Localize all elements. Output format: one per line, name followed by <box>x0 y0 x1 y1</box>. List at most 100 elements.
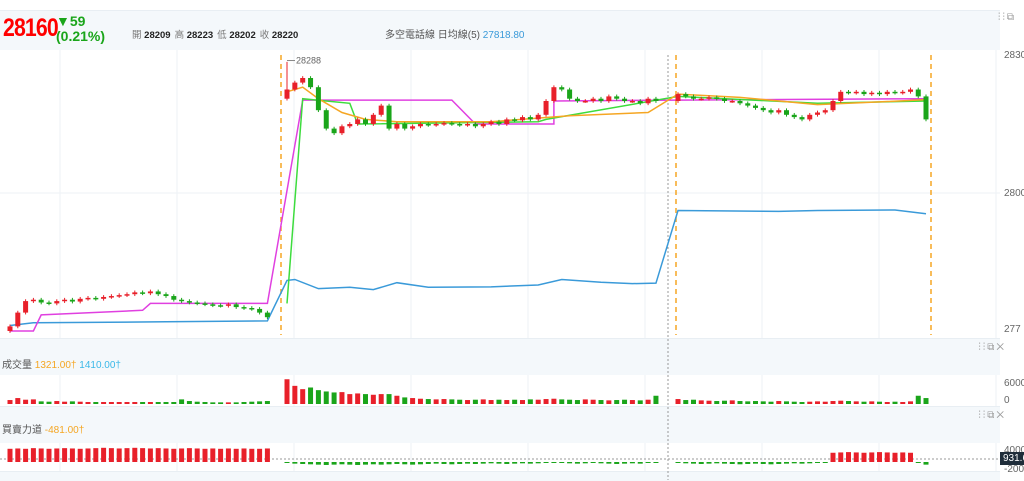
candle-body <box>504 119 510 124</box>
force-bar <box>504 462 510 464</box>
force-bar <box>147 448 153 462</box>
close-icon[interactable]: ✕ <box>996 410 1006 421</box>
high-label: 高 <box>174 30 185 41</box>
volume-bar <box>830 401 836 404</box>
force-bar <box>264 448 270 462</box>
volume-bar <box>559 399 565 404</box>
copy-icon[interactable]: ⧉ <box>987 410 997 421</box>
force-bar <box>923 462 929 465</box>
force-bar <box>629 462 635 464</box>
force-bar <box>884 452 890 462</box>
settings-icon[interactable]: ⫶⫶ <box>997 12 1007 23</box>
high-value: 28223 <box>186 30 214 41</box>
volume-bar <box>394 395 400 404</box>
candle-body <box>363 119 368 124</box>
volume-bar <box>512 399 518 404</box>
candle-body <box>923 96 929 120</box>
candle-body <box>339 126 345 134</box>
volume-bar <box>915 395 921 404</box>
candle-body <box>567 89 573 99</box>
copy-icon[interactable]: ⧉ <box>1006 12 1016 23</box>
volume-bar <box>900 402 906 404</box>
volume-bar <box>465 400 471 404</box>
volume-bar <box>93 402 99 404</box>
volume-bar <box>308 387 314 404</box>
force-bar <box>869 452 875 462</box>
close-icon[interactable]: ✕ <box>996 342 1006 353</box>
volume-bar <box>449 399 455 404</box>
settings-icon[interactable]: ⫶⫶ <box>978 410 988 421</box>
volume-bar <box>186 401 192 404</box>
force-tools[interactable]: ⫶⫶⧉✕ <box>978 410 1006 421</box>
candle-body <box>606 96 612 101</box>
volume-bar <box>614 400 620 404</box>
candle-body <box>590 98 596 101</box>
candle-body <box>900 91 906 94</box>
candle-body <box>225 304 231 306</box>
candle-body <box>186 301 192 303</box>
volume-bar <box>908 401 913 404</box>
volume-bar <box>551 398 557 404</box>
candle-body <box>869 92 875 95</box>
candle-body <box>308 78 314 88</box>
force-bar <box>714 462 720 464</box>
volume-bar <box>30 399 36 404</box>
force-bar <box>339 462 345 465</box>
volume-bar <box>370 394 376 404</box>
candle-body <box>753 105 758 108</box>
force-bar <box>807 462 813 464</box>
candle-body <box>347 124 353 127</box>
candle-body <box>472 124 478 127</box>
candle-body <box>465 124 471 126</box>
volume-bar <box>132 402 138 404</box>
force-bar <box>753 462 758 464</box>
volume-bar <box>892 401 898 404</box>
candle-body <box>300 78 306 83</box>
volume-bar <box>225 402 231 404</box>
candle-body <box>284 89 290 99</box>
force-bar <box>370 462 376 465</box>
force-bar <box>202 448 208 462</box>
force-bar <box>284 462 290 463</box>
force-bar <box>551 462 557 463</box>
candle-body <box>877 92 882 95</box>
candle-body <box>799 117 805 120</box>
peak-label: 28288 <box>296 56 321 66</box>
candle-body <box>908 89 913 92</box>
candle-body <box>574 98 580 101</box>
force-bar <box>784 462 789 464</box>
copy-icon[interactable]: ⧉ <box>987 342 997 353</box>
volume-bar <box>582 399 588 404</box>
candle-body <box>85 297 91 300</box>
force-bar <box>457 462 463 464</box>
force-bar <box>675 462 681 463</box>
force-header <box>0 406 1000 443</box>
candle-body <box>140 292 146 294</box>
volume-bar <box>69 401 75 404</box>
volume-bar <box>496 399 502 404</box>
volume-bar <box>504 400 510 404</box>
magenta-line <box>10 97 927 332</box>
volume-bar <box>233 402 239 404</box>
candle-body <box>101 296 107 299</box>
force-bar <box>653 462 659 463</box>
chart-canvas[interactable]: 28288 <box>0 0 1000 481</box>
force-bar <box>179 448 185 462</box>
volume-bar <box>590 399 596 404</box>
force-title: 買賣力道 <box>2 425 42 436</box>
force-bar <box>54 448 60 462</box>
force-bar <box>124 448 130 462</box>
volume-bar <box>155 402 161 404</box>
candle-body <box>410 126 416 129</box>
volume-bar <box>846 401 851 404</box>
candle-body <box>23 301 29 313</box>
candle-body <box>815 112 820 115</box>
candle-body <box>171 296 177 300</box>
main-panel-tools[interactable]: ⫶⫶⧉ <box>998 12 1016 23</box>
volume-bar <box>257 401 263 404</box>
force-bar <box>691 462 696 464</box>
volume-bar <box>753 401 758 404</box>
volume-tools[interactable]: ⫶⫶⧉✕ <box>978 342 1006 353</box>
force-bar <box>194 448 200 462</box>
settings-icon[interactable]: ⫶⫶ <box>978 342 988 353</box>
